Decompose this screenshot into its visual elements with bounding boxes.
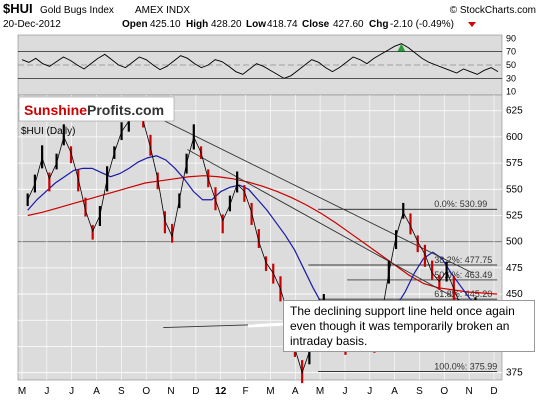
- time-axis: M J J A S O N D 12 F M A M J J A S O N D: [18, 386, 498, 397]
- rsi-line: [21, 43, 499, 79]
- x-tick-label: J: [367, 386, 372, 397]
- x-tick-label: J: [342, 386, 347, 397]
- fib-label: 50.0%: 463.49: [434, 270, 492, 280]
- open-label: Open: [122, 19, 148, 30]
- fib-label: 0.0%: 530.99: [434, 199, 487, 209]
- x-tick-label: O: [440, 386, 448, 397]
- x-tick-label: N: [466, 386, 473, 397]
- x-tick-label: D: [490, 386, 497, 397]
- logo-part1: Sunshine: [24, 102, 87, 118]
- low-value: 418.74: [267, 19, 298, 30]
- rsi-tick-label: 10: [506, 87, 516, 97]
- ohlc-readout: Open 425.10 High 428.20 Low 418.74 Close…: [122, 19, 454, 30]
- exchange-label: AMEX INDX: [135, 5, 190, 16]
- y-tick-label: 450: [506, 289, 523, 300]
- chart-label: $HUI (Daily): [21, 126, 75, 137]
- attribution: © StockCharts.com: [450, 5, 536, 16]
- annotation-text: The declining support line held once aga…: [290, 304, 515, 348]
- symbol-label: $HUI: [3, 1, 33, 16]
- y-tick-label: 475: [506, 263, 523, 274]
- ma200-series: [27, 175, 498, 295]
- chg-label: Chg: [369, 19, 388, 30]
- x-tick-label: S: [118, 386, 125, 397]
- y-tick-label: 375: [506, 368, 523, 379]
- x-tick-label: J: [44, 386, 49, 397]
- high-label: High: [186, 19, 208, 30]
- fib-label: 38.2%: 477.75: [434, 255, 492, 265]
- x-tick-label: A: [292, 386, 299, 397]
- low-label: Low: [246, 19, 266, 30]
- close-value: 427.60: [333, 19, 364, 30]
- rsi-tick-label: 70: [506, 47, 516, 57]
- annotation-callout: The declining support line held once aga…: [283, 300, 535, 352]
- rsi-axis: 90 70 50 30 10: [506, 33, 516, 96]
- down-arrow-icon: [468, 22, 476, 27]
- high-value: 428.20: [211, 19, 242, 30]
- x-tick-label: M: [266, 386, 274, 397]
- close-label: Close: [302, 19, 330, 30]
- x-tick-label: D: [192, 386, 199, 397]
- fib-label: 100.0%: 375.99: [434, 362, 497, 372]
- rsi-tick-label: 90: [506, 33, 516, 43]
- ma200-line: [27, 175, 498, 295]
- price-line: [27, 104, 498, 374]
- logo: SunshineProfits.com: [24, 102, 164, 118]
- y-tick-label: 625: [506, 106, 523, 117]
- x-tick-label: M: [18, 386, 26, 397]
- logo-part2: Profits.com: [87, 102, 164, 118]
- x-tick-label: O: [142, 386, 150, 397]
- x-tick-label: F: [243, 386, 249, 397]
- open-value: 425.10: [150, 19, 181, 30]
- rsi-tick-label: 50: [506, 60, 516, 70]
- x-tick-label: A: [93, 386, 100, 397]
- rsi-grid: [18, 51, 502, 79]
- trendline: [187, 149, 498, 322]
- fibonacci-levels: 0.0%: 530.99 38.2%: 477.75 50.0%: 463.49 61…: [308, 199, 497, 372]
- x-tick-label: J: [69, 386, 74, 397]
- x-tick-label: 12: [215, 386, 227, 397]
- fib-label: 61.8%: 445.20: [434, 289, 492, 299]
- date-label: 20-Dec-2012: [3, 19, 61, 30]
- ma50-series: [27, 155, 498, 329]
- logo-box: [18, 96, 175, 122]
- y-tick-label: 550: [506, 184, 523, 195]
- chg-value: -2.10 (-0.49%): [390, 19, 454, 30]
- x-tick-label: N: [167, 386, 174, 397]
- rsi-tick-label: 30: [506, 73, 516, 83]
- ma50-line: [27, 155, 498, 329]
- rsi-overbought-fill: [397, 43, 406, 52]
- index-name: Gold Bugs Index: [40, 5, 114, 16]
- x-tick-label: M: [316, 386, 324, 397]
- rsi-polyline: [21, 43, 499, 79]
- y-tick-label: 525: [506, 210, 523, 221]
- y-tick-label: 575: [506, 158, 523, 169]
- y-tick-label: 500: [506, 237, 523, 248]
- y-tick-label: 600: [506, 132, 523, 143]
- x-tick-label: A: [391, 386, 398, 397]
- x-tick-label: S: [416, 386, 423, 397]
